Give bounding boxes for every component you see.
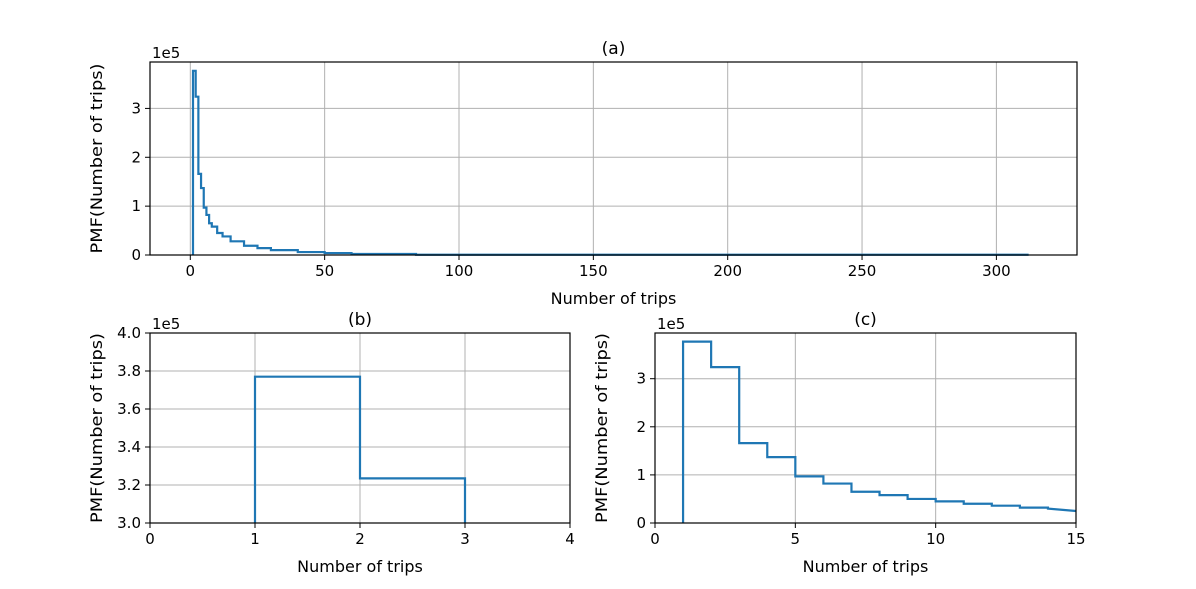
y-tick-label: 3.8 [117, 362, 141, 380]
offset-text: 1e5 [152, 44, 180, 62]
y-tick-label: 1 [636, 466, 646, 484]
x-tick-label: 100 [445, 262, 474, 280]
y-tick-label: 3.4 [117, 438, 141, 456]
y-tick-label: 0 [636, 514, 646, 532]
chart-a: 0 50 100 150 200 250 300 0 1 2 3 1e5 (a) Number of tr… [87, 39, 1078, 308]
x-tick-label: 15 [1066, 530, 1085, 548]
chart-title: (c) [854, 310, 877, 330]
axes-frame [654, 332, 1077, 524]
x-tick-label: 200 [713, 262, 742, 280]
x-tick-label: 2 [355, 530, 365, 548]
chart-title: (b) [348, 310, 372, 330]
x-tick-label: 4 [565, 530, 575, 548]
series-line [253, 375, 467, 523]
y-tick-label: 3.6 [117, 400, 141, 418]
x-tick-label: 150 [579, 262, 608, 280]
y-tick-label: 1 [131, 197, 141, 215]
axes-frame [149, 61, 1078, 256]
x-axis-label: Number of trips [297, 557, 423, 576]
x-tick-label: 0 [145, 530, 155, 548]
x-tick-label: 3 [460, 530, 470, 548]
y-axis-label: PMF(Number of trips) [592, 333, 611, 523]
x-tick-label: 250 [848, 262, 877, 280]
y-tick-label: 0 [131, 246, 141, 264]
y-axis-label: PMF(Number of trips) [87, 333, 106, 523]
x-tick-label: 5 [791, 530, 801, 548]
x-axis-label: Number of trips [803, 557, 929, 576]
y-tick-label: 3.2 [117, 476, 141, 494]
y-tick-label: 3 [636, 370, 646, 388]
offset-text: 1e5 [152, 315, 180, 333]
x-tick-label: 1 [250, 530, 260, 548]
series-line [681, 340, 1077, 523]
y-tick-label: 4.0 [117, 324, 141, 342]
y-tick-label: 2 [131, 148, 141, 166]
y-axis-label: PMF(Number of trips) [87, 64, 106, 254]
y-tick-label: 3 [131, 99, 141, 117]
y-tick-label: 3.0 [117, 514, 141, 532]
x-tick-label: 10 [926, 530, 945, 548]
x-tick-label: 300 [982, 262, 1011, 280]
series-line [191, 69, 1029, 256]
x-tick-label: 0 [186, 262, 196, 280]
offset-text: 1e5 [657, 315, 685, 333]
chart-b: 0 1 2 3 4 3.0 3.2 3.4 3.6 3.8 4.0 1e5 (b) Number of t… [87, 310, 575, 576]
y-tick-label: 2 [636, 418, 646, 436]
x-tick-label: 50 [315, 262, 334, 280]
x-tick-label: 0 [650, 530, 660, 548]
chart-title: (a) [602, 39, 626, 59]
chart-c: 0 5 10 15 0 1 2 3 1e5 (c) Number of trips PMF(Numbe… [592, 310, 1086, 576]
x-axis-label: Number of trips [551, 289, 677, 308]
